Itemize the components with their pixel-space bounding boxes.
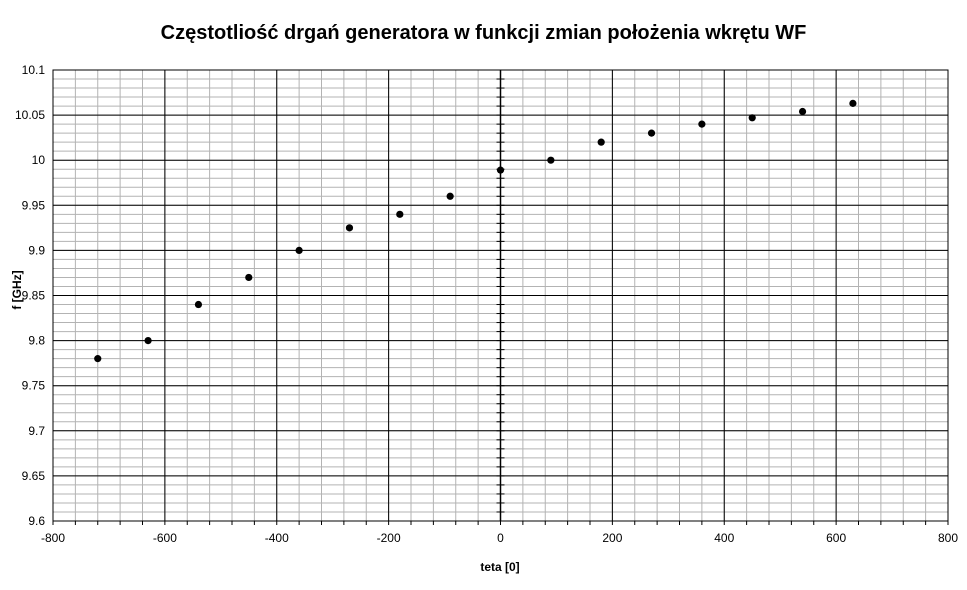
y-tick-label: 10.1 (22, 63, 46, 77)
x-tick-label: 800 (938, 531, 958, 545)
data-point (496, 166, 505, 174)
y-tick-label: 9.85 (22, 289, 46, 303)
y-axis-label-box: f [GHz] (2, 260, 32, 320)
y-tick-label: 9.9 (28, 243, 45, 257)
chart-title: Częstotliość drgań generatora w funkcji … (160, 22, 807, 44)
data-point (94, 355, 102, 363)
x-tick-label: 200 (602, 531, 622, 545)
y-tick-label: 10.05 (15, 108, 45, 122)
x-tick-label: -200 (377, 531, 401, 545)
data-point (798, 107, 807, 116)
x-axis-label: teta [0] (480, 560, 520, 574)
x-tick-label: -600 (153, 531, 177, 545)
data-point (245, 273, 253, 282)
data-point (849, 99, 857, 107)
data-point (295, 246, 303, 254)
y-axis-label: f [GHz] (10, 270, 24, 310)
central-axis (52, 69, 949, 525)
x-tick-label: 600 (826, 531, 846, 545)
y-tick-label: 9.6 (28, 514, 45, 528)
data-point (446, 192, 454, 200)
data-point (547, 156, 555, 164)
x-tick-label: 400 (714, 531, 734, 545)
y-tick-labels: 9.6 9.65 9.7 9.75 9.8 9.85 9.9 9.95 10 10.05 10.1 (15, 63, 45, 528)
y-tick-label: 9.8 (28, 334, 45, 348)
data-point (698, 120, 706, 128)
y-tick-label: 9.75 (22, 379, 46, 393)
x-tick-label: -800 (41, 531, 65, 545)
y-tick-label: 9.7 (28, 424, 45, 438)
data-point (345, 224, 354, 232)
data-point (194, 300, 203, 309)
y-tick-label: 10 (32, 153, 46, 167)
x-tick-labels: -800 -600 -400 -200 0 200 400 600 800 (41, 531, 958, 545)
x-tick-label: -400 (265, 531, 289, 545)
data-point (647, 129, 656, 137)
data-point (144, 337, 152, 345)
y-tick-label: 9.65 (22, 469, 46, 483)
data-point (597, 138, 605, 146)
data-point (396, 210, 404, 218)
x-tick-label: 0 (497, 531, 504, 545)
y-tick-label: 9.95 (22, 198, 46, 212)
data-points (94, 99, 857, 363)
data-point (748, 114, 756, 122)
